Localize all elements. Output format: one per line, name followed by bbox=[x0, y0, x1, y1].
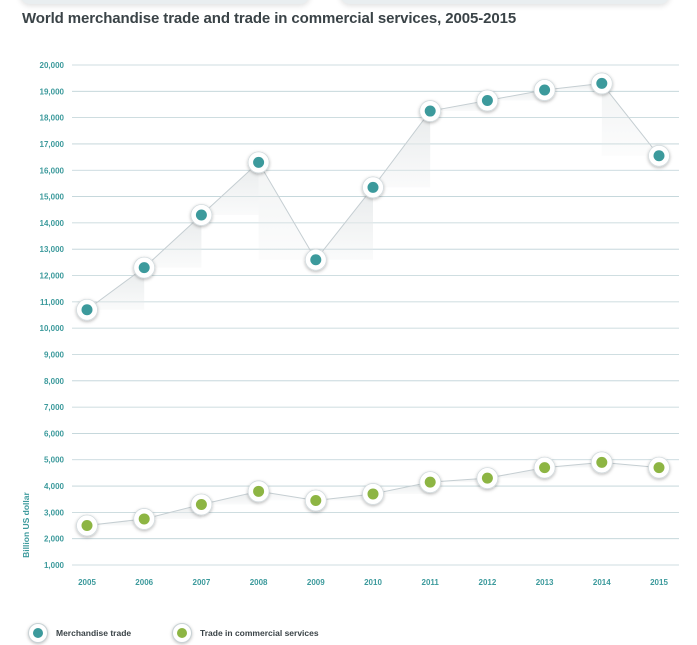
y-tick-label: 7,000 bbox=[44, 403, 65, 412]
data-point bbox=[653, 462, 665, 474]
data-point bbox=[424, 476, 436, 488]
data-point bbox=[138, 513, 150, 525]
data-point bbox=[596, 456, 608, 468]
y-tick-label: 2,000 bbox=[44, 535, 65, 544]
data-point bbox=[81, 520, 93, 532]
x-tick-label: 2005 bbox=[78, 578, 96, 587]
y-tick-label: 15,000 bbox=[40, 193, 65, 202]
y-tick-label: 20,000 bbox=[40, 61, 65, 70]
y-tick-label: 17,000 bbox=[40, 140, 65, 149]
legend-merchandise-label: Merchandise trade bbox=[56, 628, 132, 638]
y-tick-label: 19,000 bbox=[40, 87, 65, 96]
x-tick-label: 2015 bbox=[650, 578, 668, 587]
x-tick-label: 2014 bbox=[593, 578, 611, 587]
legend-services-marker bbox=[172, 623, 192, 643]
data-point bbox=[81, 304, 93, 316]
y-tick-label: 3,000 bbox=[44, 508, 65, 517]
y-tick-label: 11,000 bbox=[40, 298, 65, 307]
x-tick-label: 2012 bbox=[479, 578, 497, 587]
x-tick-label: 2009 bbox=[307, 578, 325, 587]
y-tick-label: 4,000 bbox=[44, 482, 65, 491]
data-point bbox=[481, 95, 493, 107]
data-point bbox=[367, 181, 379, 193]
data-point bbox=[539, 84, 551, 96]
y-tick-label: 14,000 bbox=[40, 219, 65, 228]
data-point bbox=[653, 150, 665, 162]
y-tick-label: 6,000 bbox=[44, 429, 65, 438]
data-point bbox=[596, 77, 608, 89]
x-tick-label: 2007 bbox=[193, 578, 211, 587]
y-tick-label: 18,000 bbox=[40, 114, 65, 123]
data-point bbox=[481, 472, 493, 484]
y-tick-label: 16,000 bbox=[40, 166, 65, 175]
data-point bbox=[539, 462, 551, 474]
x-tick-label: 2006 bbox=[135, 578, 153, 587]
legend-merchandise: Merchandise trade bbox=[28, 622, 131, 644]
header-decoration-right bbox=[340, 0, 670, 4]
x-tick-label: 2010 bbox=[364, 578, 382, 587]
data-point bbox=[310, 254, 322, 266]
y-axis-label: Billion US dollar bbox=[21, 491, 31, 557]
y-tick-label: 10,000 bbox=[40, 324, 65, 333]
data-point bbox=[138, 262, 150, 274]
x-tick-label: 2011 bbox=[422, 578, 440, 587]
header-decoration-left bbox=[20, 0, 310, 4]
legend-services-label: Trade in commercial services bbox=[200, 628, 319, 638]
data-point bbox=[195, 209, 207, 221]
y-tick-label: 9,000 bbox=[44, 350, 65, 359]
data-point bbox=[367, 488, 379, 500]
y-tick-label: 1,000 bbox=[44, 561, 65, 570]
data-point bbox=[195, 498, 207, 510]
chart-title: World merchandise trade and trade in com… bbox=[22, 10, 517, 27]
data-point bbox=[253, 485, 265, 497]
y-tick-label: 12,000 bbox=[40, 272, 65, 281]
data-point bbox=[424, 105, 436, 117]
data-point bbox=[253, 156, 265, 168]
legend-merchandise-marker bbox=[28, 623, 48, 643]
y-tick-label: 8,000 bbox=[44, 377, 65, 386]
y-tick-label: 5,000 bbox=[44, 456, 65, 465]
x-tick-label: 2013 bbox=[536, 578, 554, 587]
legend-services: Trade in commercial services bbox=[172, 622, 319, 644]
x-tick-label: 2008 bbox=[250, 578, 268, 587]
y-tick-label: 13,000 bbox=[40, 245, 65, 254]
data-point bbox=[310, 495, 322, 507]
